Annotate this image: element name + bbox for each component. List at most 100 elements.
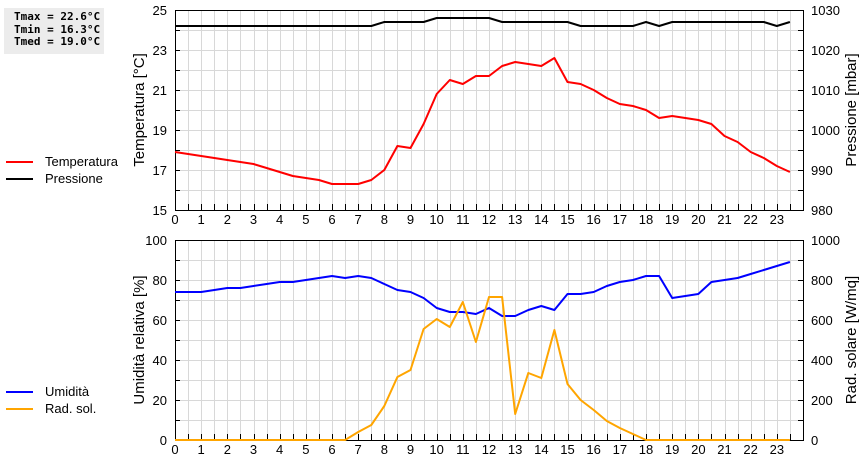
- y2-tick-label: 1010: [811, 83, 840, 98]
- y2-tick-label: 1000: [811, 123, 840, 138]
- legend-bottom: Umidità Rad. sol.: [6, 383, 96, 417]
- y2-tick-label: 0: [811, 433, 818, 448]
- series-line-rad-sol: [175, 296, 790, 441]
- y-axis-title: Umidità relativa [%]: [131, 275, 148, 404]
- legend-label: Temperatura: [45, 154, 118, 169]
- x-tick-label: 23: [770, 212, 784, 227]
- x-tick-label: 18: [639, 442, 653, 457]
- x-tick-label: 21: [717, 442, 731, 457]
- x-tick-label: 5: [302, 442, 309, 457]
- y-tick-label: 80: [153, 273, 167, 288]
- x-tick-label: 16: [586, 442, 600, 457]
- legend-swatch-blue: [6, 390, 33, 393]
- y2-tick-label: 400: [811, 353, 833, 368]
- y2-tick-label: 200: [811, 393, 833, 408]
- legend-label: Pressione: [45, 171, 103, 186]
- x-tick-label: 11: [456, 442, 470, 457]
- x-tick-label: 9: [407, 442, 414, 457]
- x-tick-label: 1: [198, 212, 205, 227]
- series-line-temperatura: [174, 57, 791, 185]
- x-tick-label: 7: [355, 442, 362, 457]
- y-tick-label: 25: [153, 3, 167, 18]
- legend-item-rad-sol: Rad. sol.: [6, 400, 96, 417]
- x-tick-label: 19: [665, 212, 679, 227]
- y2-tick-label: 990: [811, 163, 833, 178]
- x-tick-label: 5: [302, 212, 309, 227]
- legend-item-umidita: Umidità: [6, 383, 96, 400]
- x-tick-label: 13: [508, 212, 522, 227]
- x-tick-label: 20: [691, 212, 705, 227]
- x-tick-label: 2: [224, 212, 231, 227]
- x-tick-label: 17: [613, 442, 627, 457]
- legend-swatch-orange: [6, 407, 33, 410]
- y2-axis-title: Pressione [mbar]: [843, 53, 860, 166]
- y-axis-title: Temperatura [°C]: [131, 53, 148, 167]
- x-tick-label: 3: [250, 442, 257, 457]
- x-tick-label: 6: [328, 442, 335, 457]
- y2-tick-label: 600: [811, 313, 833, 328]
- legend-label: Umidità: [45, 384, 90, 399]
- x-tick-label: 10: [429, 212, 443, 227]
- legend-item-pressione: Pressione: [6, 170, 118, 187]
- y-tick-label: 100: [145, 233, 167, 248]
- y-tick-label: 15: [153, 203, 167, 218]
- x-tick-label: 4: [276, 442, 283, 457]
- y-tick-label: 23: [153, 43, 167, 58]
- y-tick-label: 60: [153, 313, 167, 328]
- x-tick-label: 14: [534, 212, 548, 227]
- x-tick-label: 15: [560, 212, 574, 227]
- chart-temperature-pressure: 0 1 2 3 4 5 6 7 8 9 10 11 12 13 14 15 16 17 18 19 20 21 22 2315…: [131, 3, 860, 227]
- series-line-pressione: [175, 17, 791, 27]
- x-tick-label: 21: [717, 212, 731, 227]
- y2-tick-label: 1000: [811, 233, 840, 248]
- stat-tmed: Tmed = 19.0°C: [14, 35, 101, 48]
- series-line-umidit: [175, 261, 791, 317]
- x-tick-label: 8: [381, 212, 388, 227]
- x-tick-label: 2: [224, 442, 231, 457]
- x-tick-label: 16: [586, 212, 600, 227]
- x-tick-label: 22: [743, 212, 757, 227]
- x-tick-label: 18: [639, 212, 653, 227]
- x-tick-label: 22: [743, 442, 757, 457]
- x-tick-label: 0: [171, 212, 178, 227]
- x-tick-label: 17: [613, 212, 627, 227]
- x-tick-label: 12: [482, 212, 496, 227]
- y2-tick-label: 800: [811, 273, 833, 288]
- x-tick-label: 12: [482, 442, 496, 457]
- legend-swatch-black: [6, 177, 33, 180]
- legend-top: Temperatura Pressione: [6, 153, 118, 187]
- x-tick-label: 6: [328, 212, 335, 227]
- stats-box: Tmax = 22.6°C Tmin = 16.3°C Tmed = 19.0°…: [4, 8, 104, 54]
- x-tick-label: 11: [456, 212, 470, 227]
- y-tick-label: 40: [153, 353, 167, 368]
- x-tick-label: 20: [691, 442, 705, 457]
- y2-tick-label: 980: [811, 203, 833, 218]
- x-tick-label: 13: [508, 442, 522, 457]
- x-tick-label: 15: [560, 442, 574, 457]
- stat-tmax: Tmax = 22.6°C: [14, 10, 101, 23]
- x-tick-label: 23: [770, 442, 784, 457]
- x-tick-label: 0: [171, 442, 178, 457]
- x-tick-label: 19: [665, 442, 679, 457]
- x-tick-label: 3: [250, 212, 257, 227]
- y-tick-label: 0: [160, 433, 167, 448]
- x-tick-label: 9: [407, 212, 414, 227]
- legend-label: Rad. sol.: [45, 401, 97, 416]
- legend-item-temperatura: Temperatura: [6, 153, 118, 170]
- y2-axis-title: Rad. solare [W/mq]: [843, 276, 860, 404]
- chart-humidity-solar: 0 1 2 3 4 5 6 7 8 9 10 11 12 13 14 15 16 17 18 19 20 21 22 2302…: [131, 233, 860, 457]
- x-tick-label: 7: [355, 212, 362, 227]
- y2-tick-label: 1030: [811, 3, 840, 18]
- x-tick-label: 10: [429, 442, 443, 457]
- x-tick-label: 4: [276, 212, 283, 227]
- legend-swatch-red: [6, 160, 33, 163]
- x-tick-label: 1: [198, 442, 205, 457]
- x-tick-label: 14: [534, 442, 548, 457]
- x-tick-label: 8: [381, 442, 388, 457]
- y2-tick-label: 1020: [811, 43, 840, 58]
- y-tick-label: 19: [153, 123, 167, 138]
- y-tick-label: 17: [153, 163, 167, 178]
- y-tick-label: 21: [153, 83, 167, 98]
- stat-tmin: Tmin = 16.3°C: [14, 22, 101, 36]
